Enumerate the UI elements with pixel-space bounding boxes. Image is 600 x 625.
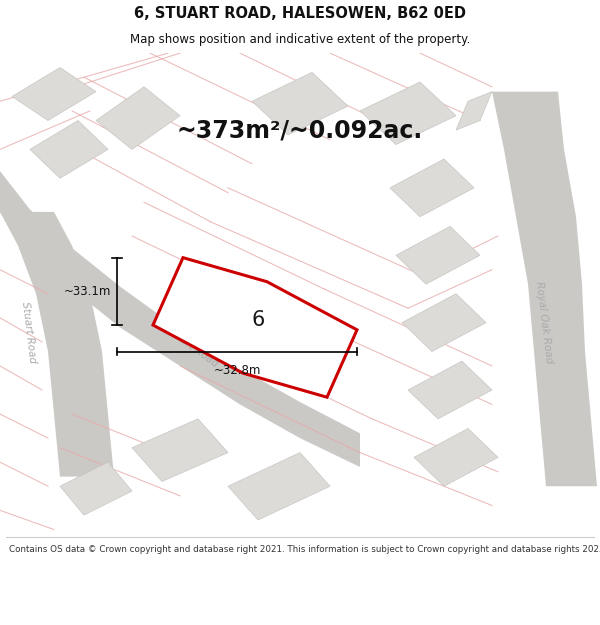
Polygon shape bbox=[60, 462, 132, 515]
Polygon shape bbox=[396, 226, 480, 284]
Text: Stuart Road: Stuart Road bbox=[164, 324, 220, 369]
Polygon shape bbox=[402, 294, 486, 351]
Polygon shape bbox=[414, 429, 498, 486]
Polygon shape bbox=[252, 72, 348, 135]
Polygon shape bbox=[228, 452, 330, 520]
Polygon shape bbox=[492, 92, 597, 486]
Polygon shape bbox=[390, 159, 474, 217]
Polygon shape bbox=[30, 121, 108, 178]
Text: ~373m²/~0.092ac.: ~373m²/~0.092ac. bbox=[177, 118, 423, 142]
Text: Map shows position and indicative extent of the property.: Map shows position and indicative extent… bbox=[130, 33, 470, 46]
Polygon shape bbox=[408, 361, 492, 419]
Polygon shape bbox=[153, 258, 357, 398]
Polygon shape bbox=[96, 87, 180, 149]
Polygon shape bbox=[12, 68, 96, 121]
Text: Stuart Road: Stuart Road bbox=[20, 301, 38, 364]
Polygon shape bbox=[360, 82, 456, 144]
Text: Contains OS data © Crown copyright and database right 2021. This information is : Contains OS data © Crown copyright and d… bbox=[9, 545, 600, 554]
Text: ~32.8m: ~32.8m bbox=[214, 364, 260, 376]
Polygon shape bbox=[0, 212, 114, 477]
Text: ~33.1m: ~33.1m bbox=[64, 285, 111, 298]
Text: Royal Oak Road: Royal Oak Road bbox=[533, 281, 554, 364]
Text: 6, STUART ROAD, HALESOWEN, B62 0ED: 6, STUART ROAD, HALESOWEN, B62 0ED bbox=[134, 6, 466, 21]
Polygon shape bbox=[0, 171, 360, 467]
Polygon shape bbox=[132, 419, 228, 481]
Polygon shape bbox=[456, 92, 492, 130]
Text: 6: 6 bbox=[251, 310, 265, 330]
